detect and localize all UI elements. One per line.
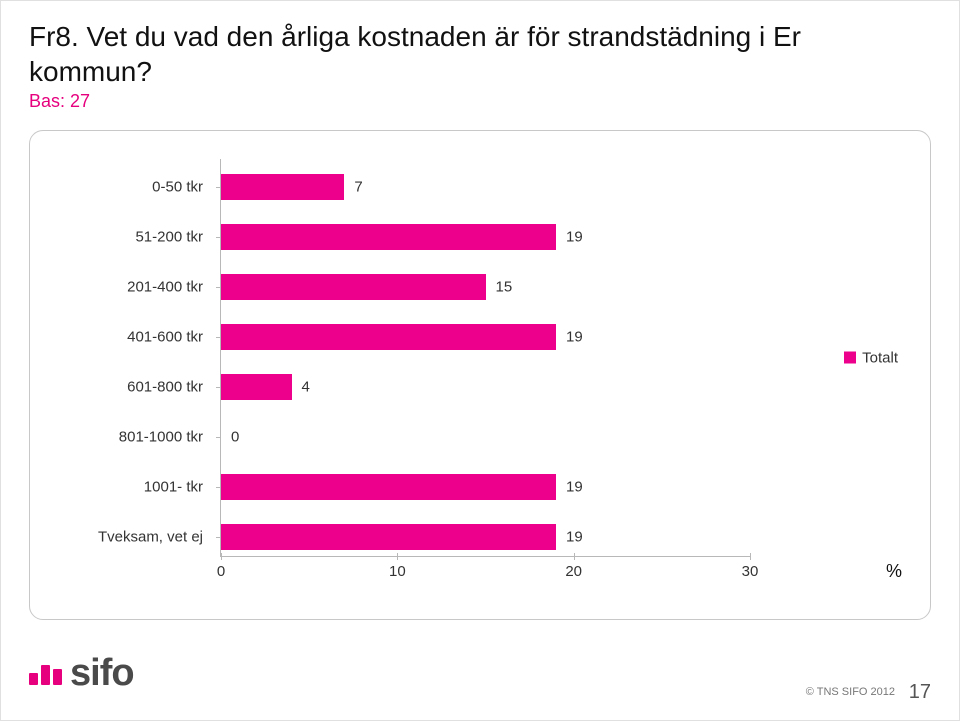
- base-label: Bas: 27: [29, 91, 931, 112]
- bar: [221, 224, 556, 250]
- bar-row: 0-50 tkr7: [221, 172, 750, 202]
- x-tick: [397, 553, 398, 560]
- bar: [221, 524, 556, 550]
- logo-text: sifo: [70, 654, 134, 692]
- value-label: 15: [486, 278, 513, 295]
- x-tick-label: 30: [742, 563, 759, 580]
- category-label: 401-600 tkr: [51, 328, 211, 345]
- chart-frame: Totalt % 01020300-50 tkr751-200 tkr19201…: [29, 130, 931, 620]
- bar: [221, 274, 486, 300]
- page-number: 17: [909, 681, 931, 704]
- x-tick: [750, 553, 751, 560]
- category-label: 51-200 tkr: [51, 228, 211, 245]
- bar-row: 801-1000 tkr0: [221, 422, 750, 452]
- category-label: Tveksam, vet ej: [51, 528, 211, 545]
- bar: [221, 374, 292, 400]
- bar-chart: Totalt % 01020300-50 tkr751-200 tkr19201…: [50, 159, 910, 585]
- legend: Totalt: [844, 349, 898, 366]
- value-label: 19: [556, 478, 583, 495]
- x-unit-label: %: [886, 561, 902, 582]
- bar-row: Tveksam, vet ej19: [221, 522, 750, 552]
- bar-row: 401-600 tkr19: [221, 322, 750, 352]
- question-title: Fr8. Vet du vad den årliga kostnaden är …: [29, 19, 931, 89]
- bar: [221, 324, 556, 350]
- value-label: 7: [344, 178, 362, 195]
- x-tick-label: 0: [217, 563, 225, 580]
- category-label: 0-50 tkr: [51, 178, 211, 195]
- plot-area: Totalt % 01020300-50 tkr751-200 tkr19201…: [220, 159, 750, 557]
- x-tick: [574, 553, 575, 560]
- bar-row: 1001- tkr19: [221, 472, 750, 502]
- value-label: 19: [556, 528, 583, 545]
- value-label: 19: [556, 328, 583, 345]
- logo: sifo: [29, 654, 931, 692]
- value-label: 19: [556, 228, 583, 245]
- copyright: © TNS SIFO 2012: [806, 686, 895, 698]
- slide: Fr8. Vet du vad den årliga kostnaden är …: [0, 0, 960, 721]
- category-label: 201-400 tkr: [51, 278, 211, 295]
- category-label: 801-1000 tkr: [51, 428, 211, 445]
- x-tick-label: 10: [389, 563, 406, 580]
- bar-row: 601-800 tkr4: [221, 372, 750, 402]
- legend-swatch: [844, 352, 856, 364]
- value-label: 4: [292, 378, 310, 395]
- category-label: 1001- tkr: [51, 478, 211, 495]
- bar-row: 201-400 tkr15: [221, 272, 750, 302]
- bar: [221, 474, 556, 500]
- x-tick: [221, 553, 222, 560]
- category-label: 601-800 tkr: [51, 378, 211, 395]
- logo-mark: [29, 665, 62, 685]
- footer: sifo © TNS SIFO 2012 17: [29, 654, 931, 704]
- x-tick-label: 20: [565, 563, 582, 580]
- value-label: 0: [221, 428, 239, 445]
- legend-label: Totalt: [862, 349, 898, 366]
- bar: [221, 174, 344, 200]
- bar-row: 51-200 tkr19: [221, 222, 750, 252]
